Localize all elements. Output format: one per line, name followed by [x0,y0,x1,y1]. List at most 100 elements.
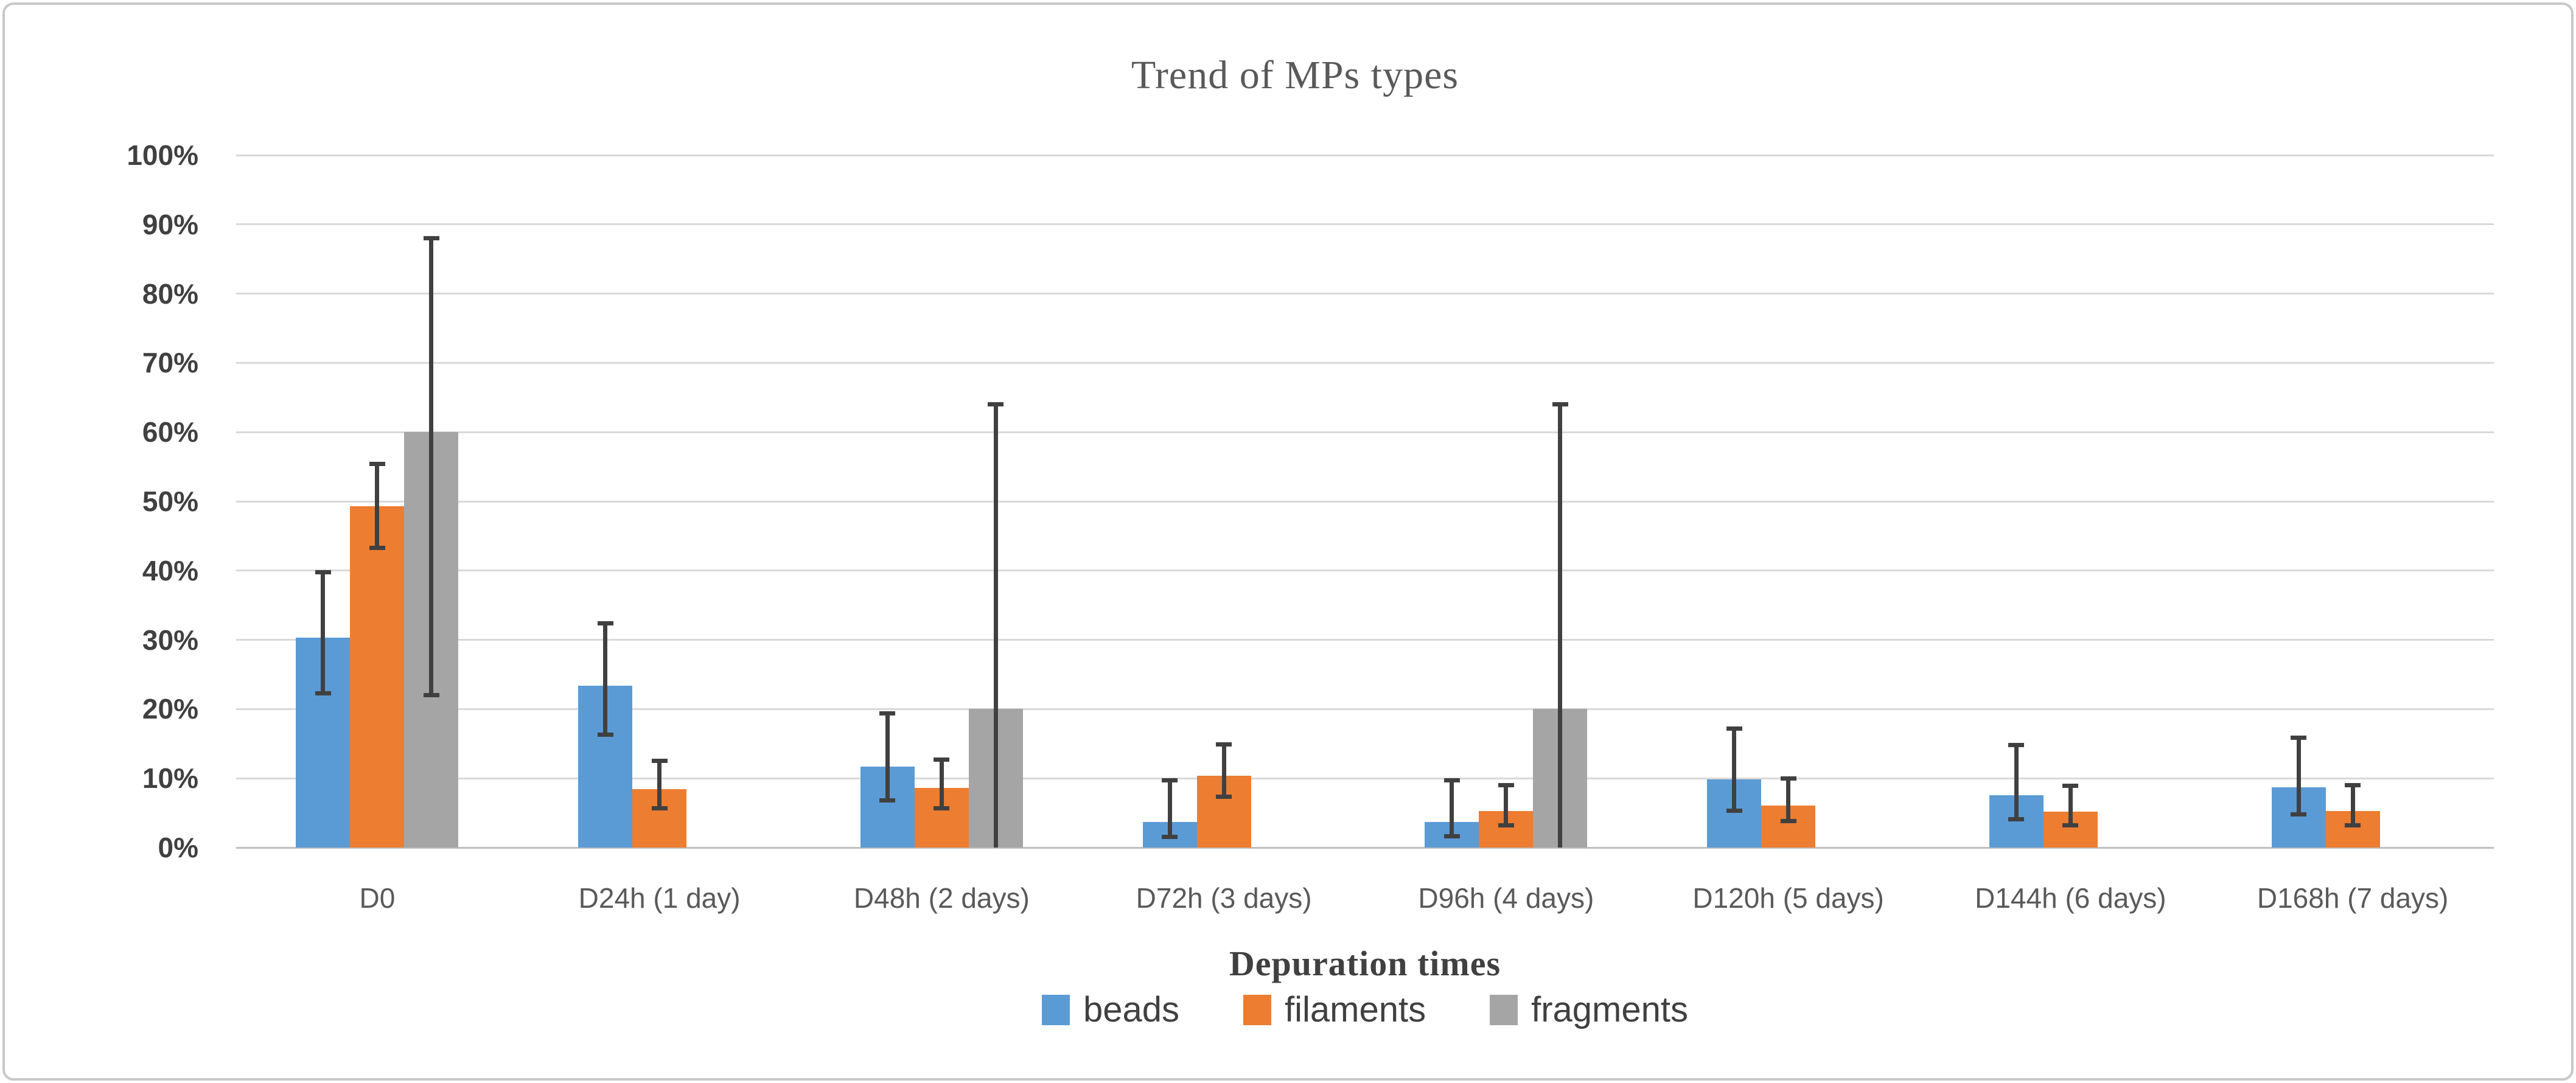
error-cap-top-filaments-1 [651,759,668,764]
gridline-50 [236,500,2494,503]
error-cap-bottom-beads-0 [315,691,331,695]
gridline-40 [236,569,2494,572]
gridline-20 [236,708,2494,710]
error-cap-bottom-filaments-7 [2345,823,2361,828]
legend-label-fragments: fragments [1531,990,1689,1029]
error-bar-fragments-4 [1558,404,1563,848]
x-tick-label: D72h (3 days) [1136,882,1312,914]
error-bar-beads-4 [1450,780,1454,837]
error-bar-filaments-2 [939,759,944,809]
error-bar-beads-6 [2014,745,2019,820]
gridline-30 [236,639,2494,641]
gridline-100 [236,154,2494,156]
y-tick-label-40: 40% [142,554,198,587]
error-cap-top-filaments-4 [1498,783,1514,788]
legend: beads filaments fragments [1041,989,1688,1030]
error-bar-filaments-0 [375,464,380,548]
error-cap-top-fragments-4 [1552,402,1568,407]
error-cap-bottom-beads-3 [1162,835,1178,840]
error-cap-bottom-filaments-3 [1216,795,1232,799]
error-cap-bottom-beads-7 [2291,812,2307,817]
error-cap-bottom-beads-6 [2008,817,2025,821]
x-tick-label: D120h (5 days) [1692,882,1884,914]
error-cap-top-beads-7 [2291,735,2307,740]
legend-swatch-beads [1041,994,1070,1025]
x-tick-label: D96h (4 days) [1418,882,1594,914]
error-bar-beads-3 [1167,780,1172,837]
x-axis-line [236,846,2494,849]
y-tick-label-0: 0% [158,832,198,863]
y-tick-label-90: 90% [142,208,198,240]
y-tick-label-70: 70% [142,347,198,379]
error-cap-top-filaments-7 [2345,783,2361,788]
error-cap-bottom-filaments-0 [369,545,385,550]
error-cap-top-filaments-6 [2062,784,2079,789]
gridline-70 [236,361,2494,364]
error-bar-filaments-4 [1504,785,1509,826]
error-bar-fragments-0 [429,238,434,695]
gridline-10 [236,777,2494,779]
error-cap-bottom-fragments-0 [423,693,439,698]
legend-swatch-filaments [1243,994,1272,1025]
error-bar-filaments-1 [657,761,662,809]
y-tick-label-60: 60% [142,416,198,448]
error-cap-top-beads-0 [315,569,331,574]
x-tick-label: D168h (7 days) [2257,882,2449,914]
error-bar-beads-7 [2296,737,2301,815]
error-cap-top-beads-1 [597,621,613,625]
x-tick-label: D0 [359,882,396,914]
error-bar-beads-1 [603,623,608,735]
error-cap-bottom-beads-1 [597,733,613,737]
x-tick-label: D24h (1 day) [578,882,741,914]
bar-filaments-0 [350,506,405,848]
error-cap-top-filaments-2 [934,757,950,762]
error-cap-bottom-filaments-1 [651,806,668,810]
error-cap-bottom-beads-5 [1726,809,1742,813]
error-cap-bottom-filaments-4 [1498,823,1514,828]
error-bar-beads-5 [1732,728,1737,811]
legend-swatch-fragments [1490,994,1518,1025]
error-cap-top-beads-6 [2008,743,2025,748]
y-tick-label-50: 50% [142,486,198,517]
legend-label-beads: beads [1083,990,1180,1029]
error-cap-top-filaments-5 [1780,776,1796,781]
error-bar-beads-2 [885,713,890,801]
legend-label-filaments: filaments [1285,990,1426,1029]
error-bar-filaments-6 [2068,785,2073,826]
x-tick-label: D144h (6 days) [1975,882,2166,914]
error-cap-bottom-beads-2 [879,798,896,803]
error-bar-beads-0 [321,572,326,694]
gridline-80 [236,293,2494,295]
error-cap-top-beads-5 [1726,726,1742,731]
error-cap-top-fragments-2 [988,402,1004,407]
error-cap-top-fragments-0 [423,236,439,241]
legend-item-beads: beads [1041,989,1180,1030]
legend-item-fragments: fragments [1490,989,1688,1030]
error-cap-top-filaments-0 [369,462,385,467]
x-axis-title: Depuration times [1229,944,1501,983]
error-cap-top-beads-4 [1443,778,1460,783]
error-cap-bottom-filaments-6 [2062,823,2079,828]
legend-item-filaments: filaments [1243,989,1426,1030]
y-tick-label-100: 100% [127,139,198,171]
error-cap-top-filaments-3 [1216,742,1232,747]
error-bar-filaments-5 [1786,778,1791,821]
error-bar-fragments-2 [993,404,998,848]
gridline-90 [236,223,2494,226]
x-tick-label: D48h (2 days) [853,882,1030,914]
error-bar-filaments-3 [1221,744,1226,797]
gridline-60 [236,431,2494,433]
plot-area: 0% 10% 20% 30% 40% 50% 60% 70% 80% 90% 100% D0 D24h … [5,5,2576,1073]
error-cap-top-beads-2 [879,711,896,716]
y-tick-label-80: 80% [142,277,198,310]
error-cap-top-beads-3 [1162,778,1178,783]
y-tick-label-10: 10% [142,762,198,795]
error-cap-bottom-beads-4 [1443,834,1460,839]
y-tick-label-20: 20% [142,693,198,725]
error-bar-filaments-7 [2350,785,2355,826]
chart-title: Trend of MPs types [1131,53,1459,97]
error-cap-bottom-filaments-5 [1780,819,1796,824]
error-cap-bottom-filaments-2 [934,806,950,810]
y-tick-label-30: 30% [142,624,198,656]
